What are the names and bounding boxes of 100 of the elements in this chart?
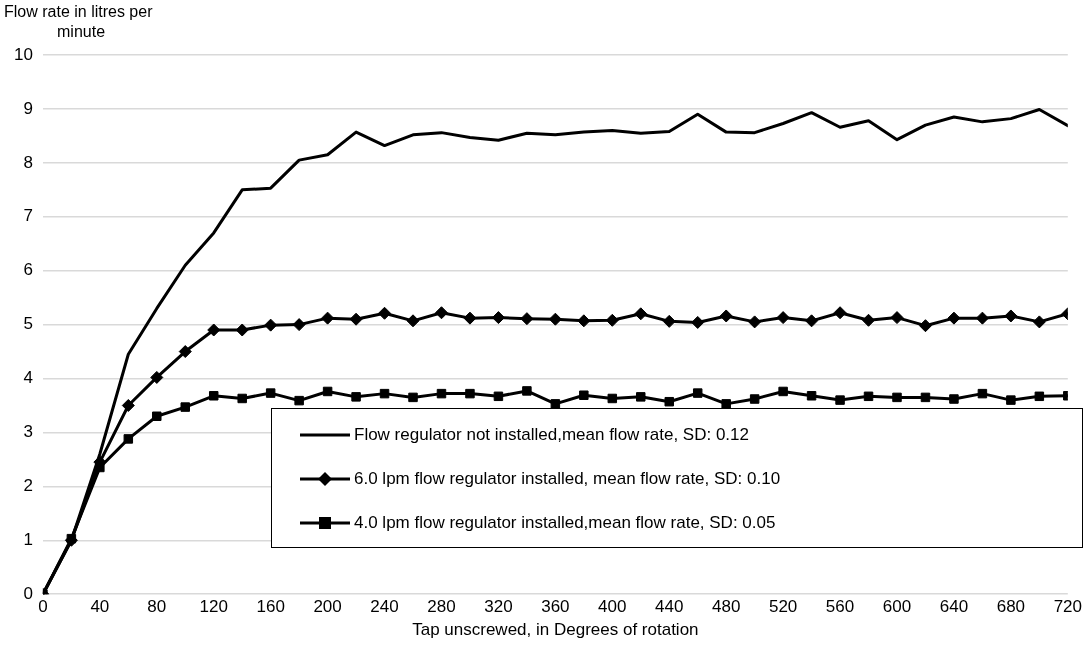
x-tick-label: 80	[147, 597, 167, 617]
x-tick-label: 160	[256, 597, 285, 617]
x-tick-label: 680	[996, 597, 1026, 617]
point	[947, 311, 961, 325]
point	[264, 318, 278, 332]
point	[605, 313, 619, 327]
point	[349, 312, 363, 326]
point	[406, 314, 420, 328]
x-tick-label: 240	[370, 597, 399, 617]
point	[863, 391, 874, 402]
point	[721, 399, 731, 409]
point	[664, 396, 674, 407]
y-tick-label: 6	[23, 260, 33, 280]
point	[692, 388, 703, 398]
point	[636, 392, 646, 402]
point	[152, 411, 162, 422]
point	[975, 311, 989, 325]
point	[691, 315, 705, 329]
point	[491, 311, 505, 325]
point	[977, 388, 988, 399]
point	[949, 394, 959, 404]
x-tick-label: 200	[313, 597, 342, 617]
x-tick-label: 560	[825, 597, 855, 617]
point	[1006, 395, 1016, 405]
point	[121, 398, 135, 412]
point	[378, 306, 392, 320]
legend-label: 4.0 lpm flow regulator installed,mean flow rate, SD: 0.05	[354, 513, 776, 533]
point	[322, 386, 333, 397]
point	[920, 392, 931, 403]
x-tick-label: 40	[90, 597, 110, 617]
x-tick-label: 520	[768, 597, 798, 617]
point	[550, 399, 561, 409]
point	[749, 394, 760, 404]
point	[237, 393, 247, 404]
point	[123, 434, 134, 444]
point	[150, 370, 164, 384]
y-tick-label: 5	[23, 314, 33, 334]
point	[577, 314, 591, 328]
point	[208, 391, 219, 401]
point	[776, 311, 790, 325]
y-tick-label: 0	[23, 583, 33, 603]
point	[1004, 309, 1018, 323]
point	[892, 392, 902, 403]
point	[607, 393, 618, 404]
x-tick-label: 280	[427, 597, 456, 617]
point	[408, 392, 418, 403]
point	[835, 395, 845, 405]
x-tick-label: 480	[711, 597, 741, 617]
point	[265, 388, 276, 398]
point	[833, 306, 847, 320]
point	[778, 386, 788, 397]
point	[522, 386, 532, 396]
x-tick-label: 600	[882, 597, 912, 617]
point	[463, 311, 477, 325]
y-tick-label: 8	[23, 152, 33, 172]
legend-label: Flow regulator not installed,mean flow rate, SD: 0.12	[354, 425, 749, 445]
x-tick-label: 360	[541, 597, 570, 617]
point	[379, 388, 390, 399]
x-tick-label: 120	[199, 597, 228, 617]
x-tick-label: 400	[598, 597, 627, 617]
y-tick-label: 7	[23, 206, 33, 226]
x-tick-label: 0	[38, 597, 48, 617]
y-tick-label: 10	[13, 44, 33, 64]
x-tick-label: 640	[939, 597, 969, 617]
point	[918, 319, 932, 333]
point	[493, 391, 504, 402]
point	[719, 309, 733, 323]
y-axis-title: Flow rate in litres per minute	[3, 2, 154, 42]
point	[748, 315, 762, 329]
point	[1032, 315, 1046, 329]
y-tick-label: 4	[23, 368, 33, 388]
point	[292, 318, 306, 332]
y-tick-label: 2	[23, 476, 33, 496]
x-tick-label: 440	[655, 597, 684, 617]
point	[805, 314, 819, 328]
point	[579, 390, 589, 400]
x-tick-label: 720	[1053, 597, 1083, 617]
point	[321, 311, 335, 325]
point	[548, 312, 562, 326]
point	[520, 312, 534, 326]
point	[180, 402, 190, 412]
point	[806, 391, 817, 401]
y-tick-label: 1	[23, 529, 33, 549]
point	[294, 395, 304, 406]
point	[890, 311, 904, 325]
point	[1034, 391, 1045, 402]
point	[351, 392, 361, 402]
point	[235, 323, 249, 337]
y-tick-label: 9	[23, 98, 33, 118]
y-tick-label: 3	[23, 422, 33, 442]
point	[178, 345, 192, 359]
legend-label: 6.0 lpm flow regulator installed, mean flow rate, SD: 0.10	[354, 469, 781, 489]
point	[662, 314, 676, 328]
point	[436, 388, 447, 399]
point	[862, 313, 876, 327]
x-tick-label: 320	[484, 597, 513, 617]
point	[434, 306, 448, 320]
x-axis-title: Tap unscrewed, in Degrees of rotation	[412, 620, 699, 640]
point	[207, 323, 221, 337]
point	[465, 388, 475, 399]
